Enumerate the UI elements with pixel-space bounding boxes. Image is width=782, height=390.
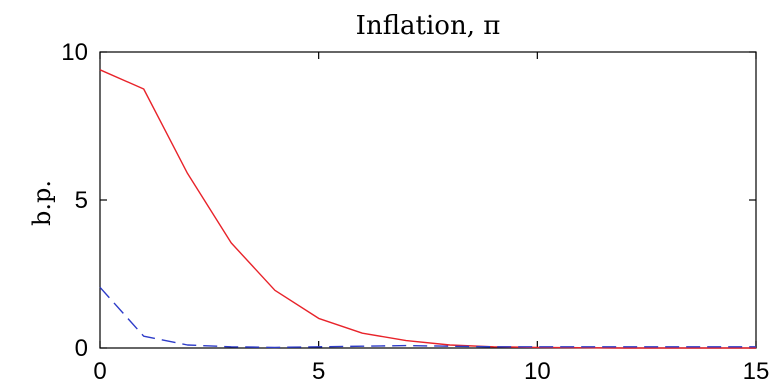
y-axis-label: b.p. [28,180,56,226]
solid-series-line [99,69,756,349]
y-tick-label: 0 [75,335,88,362]
x-tick-label: 10 [524,358,551,385]
axis-ticks: 0 5 10 15 0 5 10 [61,39,769,385]
x-tick-label: 0 [93,358,106,385]
x-tick-label: 5 [312,358,325,385]
y-tick-label: 10 [61,39,88,66]
chart-title: Inflation, π [356,11,501,41]
x-tick-label: 15 [743,358,770,385]
series-layer [99,69,756,349]
plot-frame [99,51,757,349]
dashed-series-line [99,286,756,349]
y-tick-label: 5 [75,187,88,214]
